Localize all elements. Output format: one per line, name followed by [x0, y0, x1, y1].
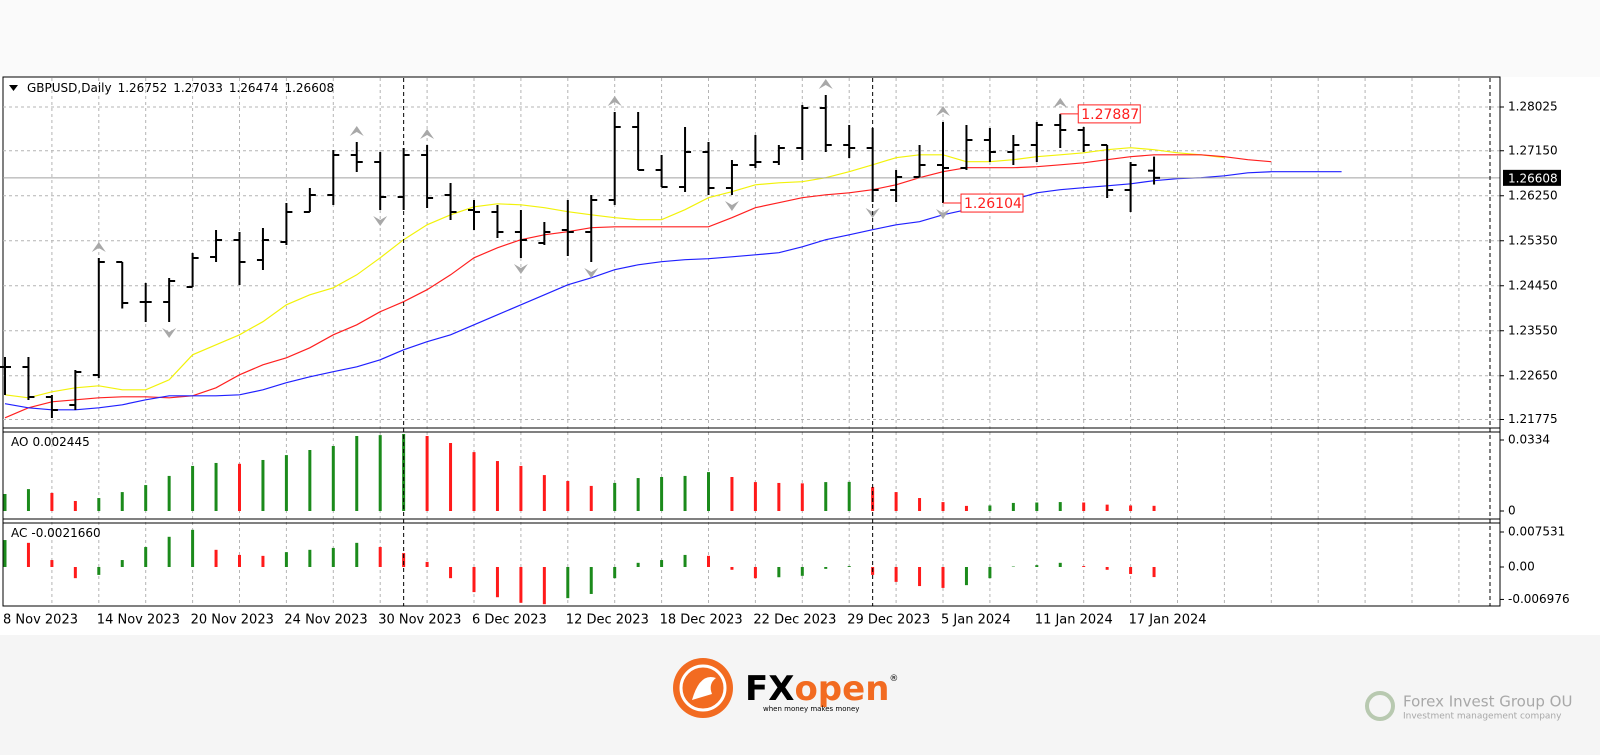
x-tick-label: 14 Nov 2023: [97, 613, 180, 628]
fractal-up: [420, 129, 435, 139]
y-tick-label: 1.27150: [1508, 143, 1558, 157]
bottom-band: [0, 635, 1600, 755]
y-tick-label: -0.006976: [1508, 592, 1570, 606]
chart-header: GBPUSD,Daily 1.26752 1.27033 1.26474 1.26608: [27, 81, 334, 95]
header-low: 1.26474: [229, 81, 279, 95]
price-label-box: [1077, 104, 1141, 124]
fractal-down: [373, 216, 388, 226]
moving-average: [4, 147, 1225, 399]
logo-dragon: [692, 676, 716, 700]
indicator-value: 0.002445: [32, 435, 89, 449]
fractal-down: [584, 268, 599, 278]
fractal-up: [349, 126, 364, 136]
fractal-up: [607, 96, 622, 106]
indicator-name: AC: [11, 526, 27, 540]
current-price-label: 1.26608: [1508, 171, 1558, 185]
x-tick-label: 20 Nov 2023: [191, 613, 274, 628]
x-tick-label: 17 Jan 2024: [1129, 613, 1207, 628]
logo-ring: [679, 664, 727, 712]
partner-name: Forex Invest Group OU: [1403, 693, 1572, 711]
chart-frame: [2, 76, 1501, 607]
moving-average: [4, 154, 1272, 419]
y-tick-label: 1.22650: [1508, 368, 1558, 382]
price-label-box: [960, 193, 1024, 213]
indicator-header: AC -0.0021660: [11, 526, 101, 540]
fractal-up: [91, 242, 106, 252]
top-band: [0, 0, 1600, 77]
y-tick-label: 1.26250: [1508, 188, 1558, 202]
y-tick-label: 0.00: [1508, 560, 1535, 574]
fractal-down: [724, 201, 739, 211]
fractal-down: [513, 264, 528, 274]
tagline: when money makes money: [763, 705, 859, 713]
y-tick-label: 0.007531: [1508, 525, 1565, 539]
header-high: 1.27033: [173, 81, 223, 95]
current-price-box: [1503, 169, 1561, 186]
brand-prefix: FX: [745, 669, 794, 709]
y-tick-label: 1.23550: [1508, 323, 1558, 337]
y-tick-label: 0: [1508, 504, 1516, 518]
partner-tagline: Investment management company: [1403, 712, 1562, 722]
y-tick-label: 1.24450: [1508, 278, 1558, 292]
partner-logo: Forex Invest Group OU Investment managem…: [1365, 691, 1572, 722]
x-tick-label: 29 Dec 2023: [847, 613, 930, 628]
indicator-value: -0.0021660: [31, 526, 100, 540]
header-open: 1.26752: [118, 81, 168, 95]
x-tick-label: 8 Nov 2023: [3, 613, 78, 628]
x-tick-label: 22 Dec 2023: [753, 613, 836, 628]
header-close: 1.26608: [284, 81, 334, 95]
partner-circle: [1365, 691, 1395, 721]
brand: FXopen®: [745, 669, 898, 709]
x-tick-label: 11 Jan 2024: [1035, 613, 1113, 628]
x-tick-label: 18 Dec 2023: [660, 613, 743, 628]
fractal-up: [818, 79, 833, 89]
moving-average: [4, 171, 1342, 411]
fractal-down: [936, 209, 950, 220]
y-tick-label: 1.25350: [1508, 233, 1558, 247]
registered: ®: [889, 674, 898, 684]
x-tick-label: 5 Jan 2024: [941, 613, 1011, 628]
fractal-up: [1053, 97, 1068, 108]
y-tick-label: 0.0334: [1508, 432, 1550, 446]
symbol: GBPUSD,Daily: [27, 81, 112, 95]
x-tick-label: 6 Dec 2023: [472, 613, 547, 628]
x-tick-label: 30 Nov 2023: [378, 613, 461, 628]
price-label: 1.26104: [964, 196, 1022, 212]
x-tick-label: 24 Nov 2023: [284, 613, 367, 628]
indicator-name: AO: [11, 435, 28, 449]
y-tick-label: 1.21775: [1508, 412, 1558, 426]
price-label: 1.27887: [1081, 107, 1139, 123]
brand-suffix: open: [794, 669, 889, 709]
fractal-down: [162, 328, 177, 338]
x-tick-label: 12 Dec 2023: [566, 613, 649, 628]
header-triangle: [9, 85, 18, 91]
fractal-up: [936, 106, 950, 116]
indicator-header: AO 0.002445: [11, 435, 90, 449]
y-tick-label: 1.28025: [1508, 100, 1558, 114]
fxopen-logo: FXopen® when money makes money: [673, 658, 898, 718]
